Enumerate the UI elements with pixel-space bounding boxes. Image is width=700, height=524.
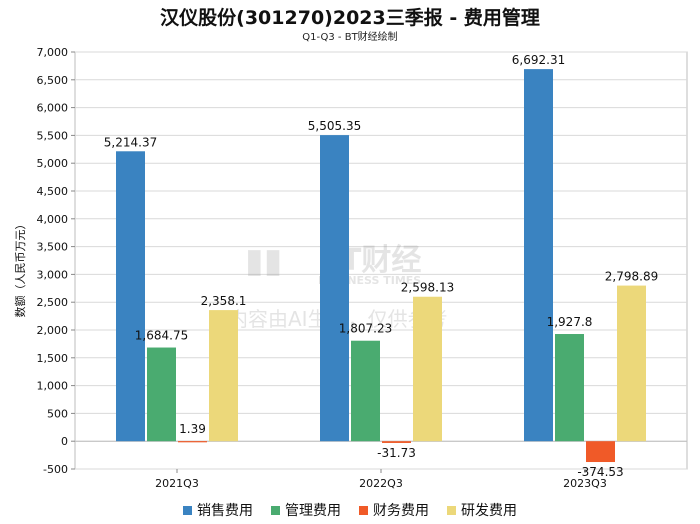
x-tick-label: 2023Q3 <box>563 477 607 490</box>
data-label-layer: 5,214.37 1,684.75 1.39 2,358.1 5,505.35 1,807… <box>104 53 658 479</box>
grid-layer: -500 0 500 1,000 1,500 2,000 2,500 3,000 3,500 4,… <box>37 46 688 490</box>
y-tick-label: 3,500 <box>37 241 69 254</box>
y-tick-label: 7,000 <box>37 46 69 59</box>
y-tick-label: 5,500 <box>37 129 69 142</box>
x-tick-label: 2022Q3 <box>359 477 403 490</box>
legend-item-研发费用[interactable]: 研发费用 <box>447 500 517 520</box>
legend-label: 研发费用 <box>461 503 517 519</box>
y-axis-label: 数额（人民币万元） <box>14 219 27 318</box>
y-tick-label: 4,000 <box>37 213 69 226</box>
data-label-管理费用-2023Q3: 1,927.8 <box>547 315 593 329</box>
y-tick-label: 6,500 <box>37 74 69 87</box>
chart-subtitle: Q1-Q3 - BT财经绘制 <box>302 32 398 43</box>
chart-title: 汉仪股份(301270)2023三季报 - 费用管理 <box>160 7 540 29</box>
watermark-logo-icon: ▮▮ <box>245 241 282 281</box>
bar-研发费用-2021Q3 <box>209 310 238 442</box>
bar-销售费用-2023Q3 <box>524 69 553 442</box>
bar-管理费用-2023Q3 <box>555 334 584 442</box>
y-tick-label: 2,000 <box>37 324 69 337</box>
data-label-财务费用-2021Q3: 1.39 <box>179 422 206 436</box>
y-tick-label: 5,000 <box>37 157 69 170</box>
legend-label: 销售费用 <box>197 503 253 519</box>
bar-销售费用-2022Q3 <box>320 135 349 442</box>
legend-label: 管理费用 <box>285 503 341 519</box>
legend-label: 财务费用 <box>373 503 429 519</box>
data-label-销售费用-2023Q3: 6,692.31 <box>512 53 565 67</box>
bar-研发费用-2023Q3 <box>617 285 646 442</box>
data-label-财务费用-2022Q3: -31.73 <box>377 446 416 460</box>
legend-swatch <box>447 505 456 515</box>
bar-管理费用-2022Q3 <box>351 340 380 442</box>
data-label-研发费用-2023Q3: 2,798.89 <box>605 270 658 284</box>
data-label-财务费用-2023Q3: -374.53 <box>577 465 623 479</box>
bar-财务费用-2022Q3 <box>382 441 411 443</box>
y-tick-label: 4,500 <box>37 185 69 198</box>
bar-管理费用-2021Q3 <box>147 347 176 442</box>
y-tick-label: 500 <box>47 407 68 420</box>
bar-财务费用-2023Q3 <box>586 441 615 463</box>
legend-item-财务费用[interactable]: 财务费用 <box>359 500 429 520</box>
bar-研发费用-2022Q3 <box>413 296 442 442</box>
data-label-销售费用-2021Q3: 5,214.37 <box>104 135 157 149</box>
legend-swatch <box>271 505 280 515</box>
y-tick-label: 6,000 <box>37 102 69 115</box>
y-tick-label: 1,000 <box>37 380 69 393</box>
data-label-销售费用-2022Q3: 5,505.35 <box>308 119 361 133</box>
data-label-管理费用-2022Q3: 1,807.23 <box>339 322 392 336</box>
legend: 销售费用 管理费用 财务费用 研发费用 <box>0 500 700 520</box>
data-label-管理费用-2021Q3: 1,684.75 <box>135 329 188 343</box>
legend-item-销售费用[interactable]: 销售费用 <box>183 500 253 520</box>
y-tick-label: 0 <box>61 435 68 448</box>
bar-chart: -500 0 500 1,000 1,500 2,000 2,500 3,000 3,500 4,… <box>14 46 688 490</box>
bar-layer <box>116 69 646 463</box>
data-label-研发费用-2021Q3: 2,358.1 <box>201 294 247 308</box>
y-tick-label: 3,000 <box>37 268 69 281</box>
legend-item-管理费用[interactable]: 管理费用 <box>271 500 341 520</box>
legend-swatch <box>183 505 192 515</box>
y-tick-label: 1,500 <box>37 352 69 365</box>
y-tick-label: 2,500 <box>37 296 69 309</box>
bar-销售费用-2021Q3 <box>116 151 145 442</box>
y-tick-label: -500 <box>43 463 68 476</box>
legend-swatch <box>359 505 368 515</box>
x-tick-label: 2021Q3 <box>155 477 199 490</box>
data-label-研发费用-2022Q3: 2,598.13 <box>401 281 454 295</box>
bar-财务费用-2021Q3 <box>178 441 207 443</box>
